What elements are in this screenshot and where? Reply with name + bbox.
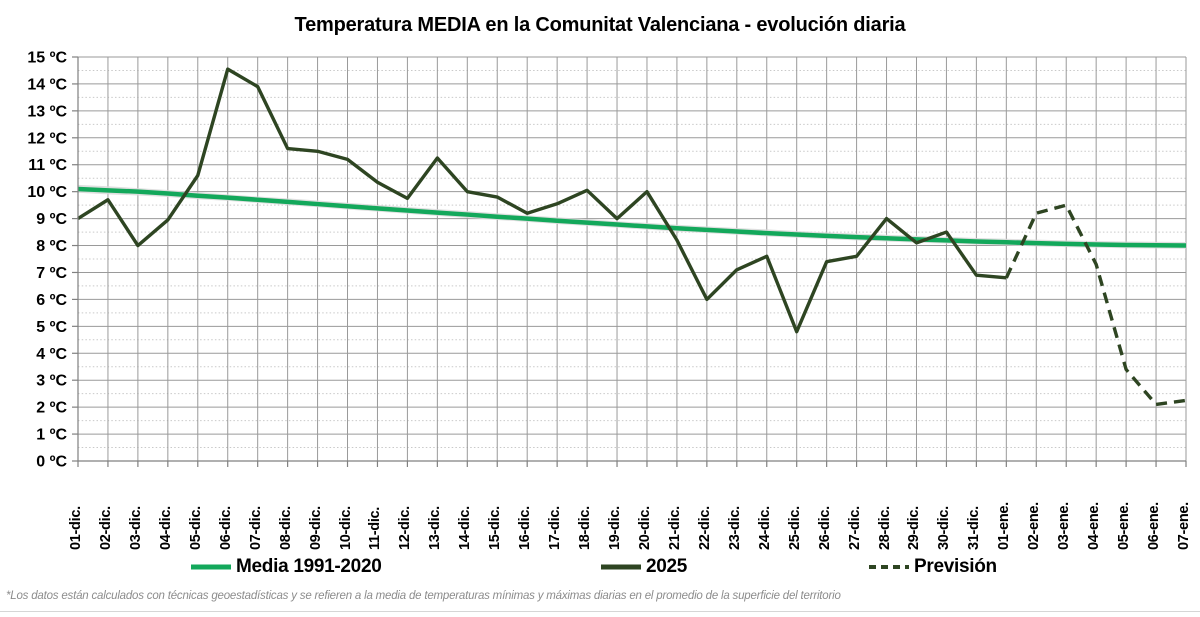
x-axis-tick-label: 24-dic. <box>756 506 773 550</box>
x-axis-tick-label: 31-dic. <box>966 506 983 550</box>
major-gridlines <box>78 56 1186 462</box>
y-axis-tick-label: 0 ºC <box>36 454 67 470</box>
y-axis-tick-label: 12 ºC <box>27 130 67 147</box>
plot-area: 15 ºC 14 ºC 13 ºC 12 ºC 11 ºC 10 ºC 9 ºC 8 ºC 7 … <box>0 44 1200 469</box>
x-axis-tick-label: 29-dic. <box>906 506 923 550</box>
y-axis-tick-label: 11 ºC <box>28 157 67 174</box>
x-axis-tick-label: 05-dic. <box>187 506 204 550</box>
axis-lines <box>72 56 1186 462</box>
x-axis-tick-label: 04-ene. <box>1086 502 1103 550</box>
x-axis-tick-label: 13-dic. <box>427 506 444 550</box>
series-line-observado <box>77 67 1007 334</box>
x-axis-tick-label: 17-dic. <box>547 506 564 550</box>
y-axis-tick-label: 15 ºC <box>27 50 67 67</box>
x-axis-tick-label: 25-dic. <box>786 506 803 550</box>
x-axis-tick-label: 03-dic. <box>127 506 144 550</box>
legend-item-0[interactable]: Media 1991-2020 <box>190 552 382 582</box>
y-axis-tick-label: 14 ºC <box>27 76 67 93</box>
x-axis-tick-label: 30-dic. <box>936 506 953 550</box>
x-axis-tick-label: 12-dic. <box>397 506 414 550</box>
y-axis-tick-label: 2 ºC <box>36 400 67 417</box>
x-axis-tick-label: 06-ene. <box>1146 502 1163 550</box>
legend-label: 2025 <box>646 556 688 577</box>
y-axis-tick-labels: 15 ºC 14 ºC 13 ºC 12 ºC 11 ºC 10 ºC 9 ºC 8 ºC 7 … <box>27 50 67 470</box>
x-axis-tick-label: 19-dic. <box>607 506 624 550</box>
x-axis-tick-label: 07-dic. <box>247 506 264 550</box>
uncertainty-band <box>78 184 1186 249</box>
x-axis-tick-label: 10-dic. <box>337 506 354 550</box>
legend-label: Previsión <box>914 556 997 577</box>
y-axis-tick-label: 5 ºC <box>36 319 67 336</box>
series-line-media <box>77 186 1187 248</box>
chart-legend: Media 1991-2020 2025 Previsión <box>0 552 1200 586</box>
y-axis-tick-label: 9 ºC <box>36 211 67 228</box>
y-axis-tick-label: 10 ºC <box>27 184 67 201</box>
x-axis-tick-label: 20-dic. <box>636 506 653 550</box>
legend-swatch-icon <box>600 558 642 576</box>
footnote-text: *Los datos están calculados con técnicas… <box>6 590 841 602</box>
x-axis-tick-label: 14-dic. <box>457 506 474 550</box>
x-axis-tick-label: 11-dic. <box>367 506 384 550</box>
y-axis-tick-label: 6 ºC <box>36 292 67 309</box>
x-axis-tick-label: 27-dic. <box>846 506 863 550</box>
x-axis-tick-label: 18-dic. <box>577 506 594 550</box>
y-axis-tick-label: 13 ºC <box>27 103 67 120</box>
x-axis-tick-label: 15-dic. <box>487 506 504 550</box>
x-axis-tick-label: 07-ene. <box>1176 502 1192 550</box>
page-title: Temperatura MEDIA en la Comunitat Valenc… <box>294 14 906 36</box>
y-axis-tick-label: 4 ºC <box>36 346 67 363</box>
vertical-gridlines <box>77 57 1187 461</box>
x-axis-tick-label: 23-dic. <box>726 506 743 550</box>
x-axis-ticks <box>77 461 1187 467</box>
series-line-prevision <box>1004 203 1187 407</box>
x-axis-tick-label: 05-ene. <box>1116 502 1133 550</box>
y-axis-tick-label: 7 ºC <box>36 265 67 282</box>
y-axis-tick-label: 8 ºC <box>36 238 67 255</box>
x-axis-tick-labels: 01-dic. 02-dic. 03-dic. 04-dic. 05-dic. 06-di… <box>0 466 1200 550</box>
x-axis-tick-label: 02-dic. <box>97 506 114 550</box>
legend-swatch-icon <box>190 558 232 576</box>
legend-swatch-icon <box>868 558 910 576</box>
data-series <box>77 67 1187 407</box>
x-axis-tick-label: 01-dic. <box>68 506 84 550</box>
x-axis-tick-label: 28-dic. <box>876 506 893 550</box>
x-axis-tick-label: 09-dic. <box>307 506 324 550</box>
x-axis-tick-label: 26-dic. <box>816 506 833 550</box>
minor-gridlines <box>78 69 1186 449</box>
y-axis-tick-label: 1 ºC <box>36 427 67 444</box>
x-axis-tick-label: 01-ene. <box>996 502 1013 550</box>
x-axis-tick-label: 06-dic. <box>217 506 234 550</box>
x-axis-tick-label: 22-dic. <box>696 506 713 550</box>
legend-item-2[interactable]: Previsión <box>868 552 997 582</box>
x-axis-tick-label: 21-dic. <box>666 506 683 550</box>
x-axis-tick-label: 16-dic. <box>517 506 534 550</box>
line-chart-svg: 15 ºC 14 ºC 13 ºC 12 ºC 11 ºC 10 ºC 9 ºC 8 ºC 7 … <box>27 50 1187 470</box>
legend-label: Media 1991-2020 <box>236 556 382 577</box>
bottom-divider <box>0 611 1200 612</box>
x-axis-tick-label: 02-ene. <box>1026 502 1043 550</box>
x-axis-tick-label: 08-dic. <box>277 506 294 550</box>
x-axis-tick-label: 03-ene. <box>1056 502 1073 550</box>
y-axis-tick-label: 3 ºC <box>36 373 67 390</box>
legend-item-1[interactable]: 2025 <box>600 552 687 582</box>
x-axis-tick-label: 04-dic. <box>157 506 174 550</box>
